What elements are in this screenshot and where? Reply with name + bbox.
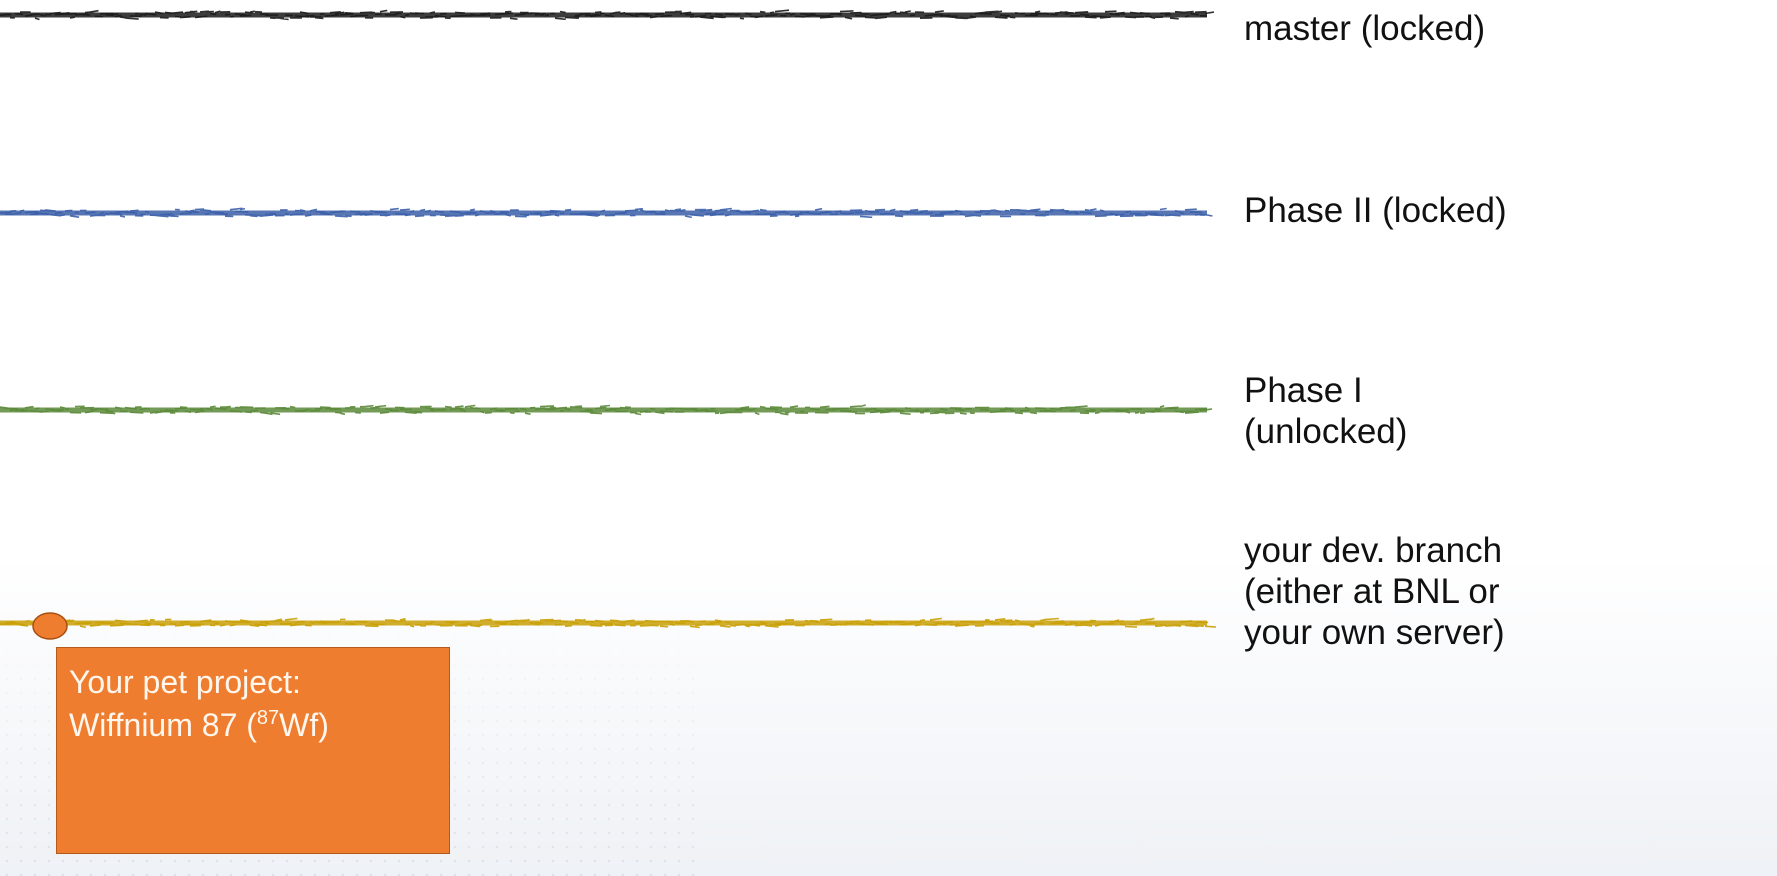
branch-label-dev: your dev. branch (either at BNL or your … — [1244, 531, 1505, 652]
note-line-2: Wiffnium 87 (87Wf) — [69, 704, 437, 747]
pet-project-note: Your pet project: Wiffnium 87 (87Wf) — [56, 647, 450, 854]
branch-label-phase1: Phase I (unlocked) — [1244, 371, 1408, 451]
branch-label-master: master (locked) — [1244, 9, 1486, 48]
note-isotope-prefix: Wiffnium 87 ( — [69, 707, 257, 743]
commit-node — [32, 612, 68, 640]
branch-line-master — [0, 9, 1215, 21]
branch-label-phase2: Phase II (locked) — [1244, 191, 1507, 230]
note-line-1: Your pet project: — [69, 664, 301, 700]
branch-line-phase1 — [0, 404, 1213, 416]
branch-line-dev — [0, 617, 1216, 629]
note-isotope-symbol: Wf) — [279, 707, 329, 743]
note-isotope-mass: 87 — [256, 707, 280, 729]
branch-line-phase2 — [0, 207, 1213, 219]
